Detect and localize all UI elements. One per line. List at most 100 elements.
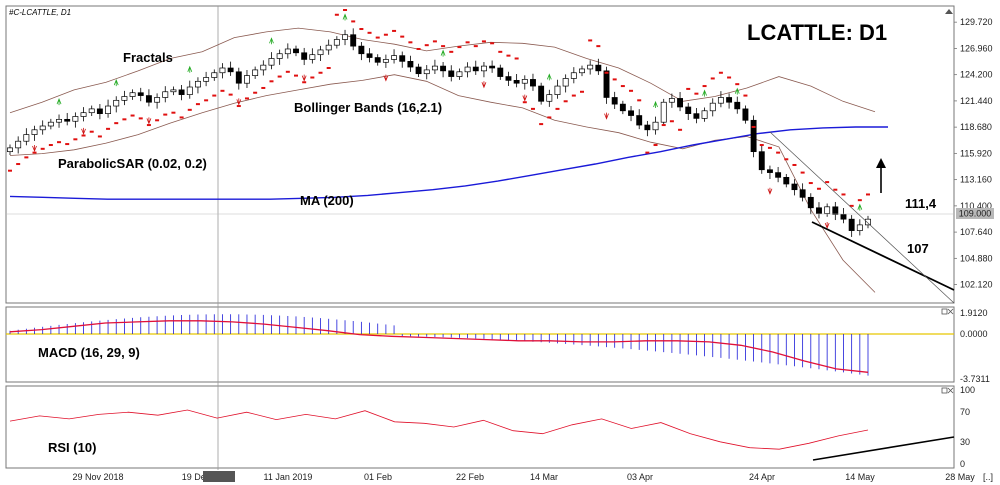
date-cursor-badge	[203, 471, 235, 482]
rsi-tick-label: 0	[960, 459, 965, 469]
candle-bear	[734, 101, 741, 110]
sar-dot	[816, 187, 821, 190]
sar-dot	[122, 118, 127, 121]
candle-bull	[333, 39, 340, 46]
sar-dot	[490, 42, 495, 45]
candle-bear	[799, 189, 806, 198]
sar-dot	[367, 31, 372, 34]
fractal-down-icon	[146, 117, 152, 125]
candle-bull	[587, 64, 594, 70]
sar-dot	[16, 163, 21, 166]
candle-bear	[726, 97, 733, 103]
candle-bear	[816, 207, 822, 214]
sar-dot	[596, 45, 601, 48]
candle-bear	[513, 80, 520, 84]
sar-dot	[866, 193, 870, 196]
candle-bull	[342, 34, 348, 40]
ma-label: MA (200)	[300, 193, 354, 208]
price-tick-label: 107.640	[960, 227, 993, 237]
x-axis-end: [..]	[983, 472, 993, 482]
candle-bull	[579, 68, 585, 74]
macd-tick-label: -3.7311	[960, 374, 990, 384]
candle-bull	[554, 85, 561, 95]
sar-dot	[727, 76, 732, 79]
candle-bull	[856, 224, 863, 231]
candle-bull	[284, 48, 291, 55]
fractal-down-icon	[824, 221, 830, 230]
candle-bull	[423, 69, 430, 75]
candle-bear	[538, 85, 545, 102]
sar-dot	[261, 86, 266, 89]
candle-bull	[56, 118, 62, 123]
candle-bear	[783, 176, 790, 185]
candle-bull	[7, 147, 13, 153]
sar-dot	[669, 120, 674, 123]
candle-bull	[717, 97, 724, 104]
sar-dot	[318, 71, 323, 74]
candle-bear	[628, 110, 634, 116]
sar-dot	[65, 143, 70, 146]
candle-bull	[194, 80, 201, 88]
fractal-down-icon	[236, 98, 242, 106]
fractal-up-icon	[653, 100, 658, 108]
candle-bear	[358, 45, 365, 55]
macd-tick-label: 1.9120	[960, 308, 988, 318]
sar-dot	[686, 87, 691, 90]
fractal-down-icon	[301, 74, 307, 82]
candle-bull	[170, 89, 177, 93]
ma-200-line	[9, 126, 888, 200]
candle-bull	[562, 78, 569, 87]
candle-bear	[758, 151, 765, 171]
x-tick-label: 03 Apr	[627, 472, 653, 482]
candle-bull	[121, 96, 128, 101]
sar-dot	[244, 97, 249, 100]
sar-dot	[457, 46, 462, 49]
candle-bear	[775, 172, 782, 178]
sar-dot	[629, 89, 634, 92]
sar-dot	[236, 105, 241, 108]
sar-dot	[326, 67, 331, 69]
sar-dot	[530, 107, 535, 110]
macd-signal-path	[9, 320, 869, 373]
price-tick-label: 115.920	[960, 148, 992, 158]
candle-bear	[505, 76, 512, 81]
sar-dot	[130, 114, 135, 117]
macd-close-icon[interactable]	[941, 308, 954, 315]
sar-dot	[563, 100, 568, 103]
sar-dot	[408, 41, 413, 44]
sar-dot	[432, 40, 437, 43]
fractal-up-icon	[342, 13, 348, 21]
fractal-up-icon	[187, 65, 193, 73]
price-tick-label: 124.200	[960, 70, 993, 80]
candle-bear	[235, 71, 242, 84]
price-tick-label: 126.960	[960, 43, 993, 53]
candle-bull	[546, 94, 553, 102]
candle-bull	[23, 134, 30, 142]
rsi-close-icon[interactable]	[941, 387, 954, 394]
rsi-trendline	[812, 436, 955, 461]
candle-bear	[366, 53, 373, 58]
candle-bear	[137, 92, 144, 96]
macd-signal-line	[9, 320, 869, 373]
candle-bull	[186, 86, 193, 95]
sar-dot	[481, 40, 486, 43]
candle-bull	[701, 110, 708, 119]
sar-dot	[808, 182, 813, 185]
sar-dot	[833, 188, 838, 191]
sar-dot	[498, 50, 503, 53]
symbol-label: #C-LCATTLE, D1	[9, 8, 71, 17]
candle-bull	[431, 65, 438, 71]
sar-dot	[40, 147, 45, 150]
sar-dot	[8, 169, 12, 172]
candle-bull	[260, 64, 267, 71]
sar-dot	[155, 119, 160, 122]
parabolic-label: ParabolicSAR (0.02, 0.2)	[58, 156, 207, 171]
candle-bear	[448, 70, 455, 77]
candle-bear	[64, 118, 71, 122]
candle-bear	[848, 218, 855, 231]
macd-histogram	[9, 314, 869, 376]
candle-bear	[611, 97, 618, 105]
sar-dot	[612, 78, 617, 81]
sar-dot	[277, 75, 282, 78]
panel-scroll-up-icon[interactable]	[945, 9, 953, 14]
